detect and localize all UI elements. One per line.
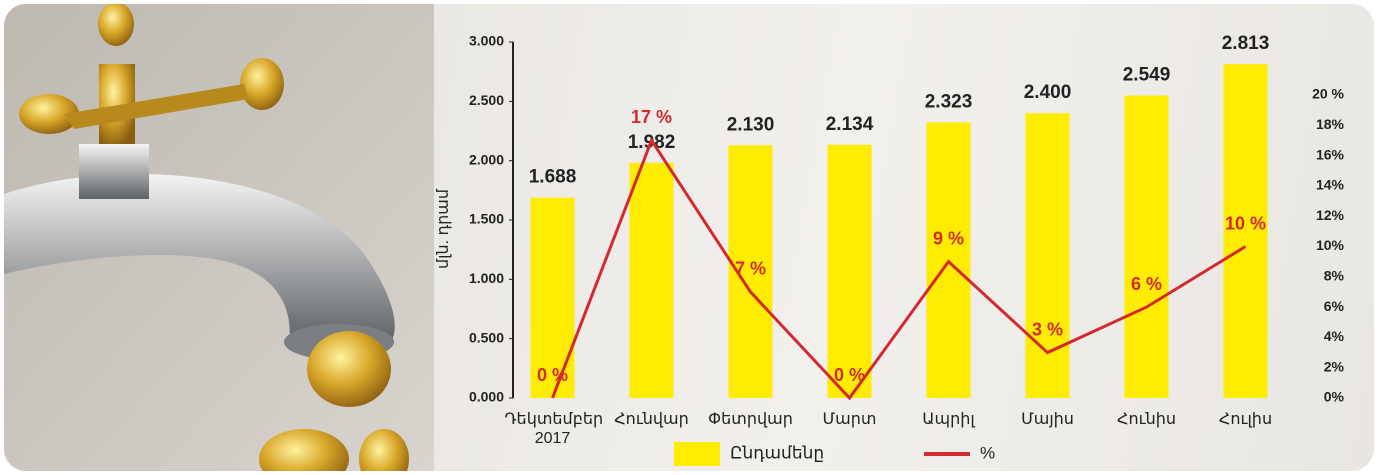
line-value-label: 7 % bbox=[735, 259, 766, 279]
faucet-neck bbox=[79, 144, 149, 199]
line bbox=[551, 137, 1247, 401]
y2-tick-label: 0% bbox=[1324, 389, 1345, 405]
x-tick-label: Հունվար bbox=[614, 411, 689, 428]
faucet bbox=[4, 174, 395, 344]
line-value-label: 9 % bbox=[933, 228, 964, 248]
y-tick-label: 3.000 bbox=[469, 33, 504, 49]
y2-tick-label: 6% bbox=[1324, 298, 1345, 314]
handle bbox=[19, 94, 79, 134]
line-value-label: 6 % bbox=[1131, 274, 1162, 294]
bar bbox=[1124, 95, 1169, 398]
x-tick-label: Հուլիս bbox=[1218, 411, 1273, 428]
bar-value-label: 2.134 bbox=[826, 114, 874, 135]
x-tick-label: Դեկտեմբեր 2017 bbox=[504, 411, 604, 447]
coin bbox=[259, 429, 349, 471]
handle-bar bbox=[64, 84, 249, 129]
line-value-label: 0 % bbox=[834, 365, 865, 385]
bar bbox=[629, 162, 674, 398]
y-axis-label: մլն. դրամ bbox=[435, 188, 452, 269]
bar-value-label: 2.400 bbox=[1024, 82, 1072, 103]
infographic: մլն. դրամ 0.000 0.500 1.000 1.500 2.000 2.500… bbox=[4, 4, 1374, 471]
coin bbox=[359, 429, 409, 471]
line-value-label: 0 % bbox=[537, 365, 568, 385]
bar-value-label: 1.688 bbox=[529, 167, 577, 188]
x-tick-label: Մայիս bbox=[1021, 411, 1074, 428]
x-tick-label: Մարտ bbox=[822, 411, 877, 428]
y2-tick-label: 10% bbox=[1316, 237, 1345, 253]
x-tick-label: Փետրվար bbox=[708, 411, 793, 428]
line-value-label: 17 % bbox=[631, 107, 672, 127]
y-tick-label: 0.500 bbox=[469, 329, 504, 345]
bar-value-label: 2.130 bbox=[727, 114, 775, 135]
legend-label: % bbox=[980, 443, 995, 462]
y2-tick-label: 8% bbox=[1324, 268, 1345, 284]
legend-label: Ընդամենը bbox=[730, 443, 824, 462]
bar bbox=[1025, 113, 1070, 398]
y2-tick-label: 14% bbox=[1316, 177, 1345, 193]
coin bbox=[307, 331, 391, 407]
bar bbox=[1223, 64, 1268, 398]
y-tick-label: 1.000 bbox=[469, 270, 504, 286]
y2-tick-label: 20 % bbox=[1312, 86, 1344, 102]
bar bbox=[827, 144, 872, 398]
line-value-label: 3 % bbox=[1032, 319, 1063, 339]
bar-value-label: 2.813 bbox=[1222, 33, 1270, 54]
chart: մլն. դրամ 0.000 0.500 1.000 1.500 2.000 2.500… bbox=[435, 33, 1345, 466]
y2-tick-label: 18% bbox=[1316, 116, 1345, 132]
x-tick-label: Ապրիլ bbox=[922, 411, 975, 428]
x-tick-label: Հունիս bbox=[1117, 411, 1176, 428]
y2-tick-label: 2% bbox=[1324, 358, 1345, 374]
y2-tick-label: 4% bbox=[1324, 328, 1345, 344]
y2-tick-label: 12% bbox=[1316, 207, 1345, 223]
y-tick-label: 1.500 bbox=[469, 211, 504, 227]
y-tick-label: 2.000 bbox=[469, 151, 504, 167]
handle bbox=[98, 4, 134, 46]
bar-value-label: 2.323 bbox=[925, 91, 973, 112]
bar-value-label: 2.549 bbox=[1123, 65, 1171, 86]
y2-tick-label: 16% bbox=[1316, 146, 1345, 162]
handle bbox=[240, 58, 284, 110]
y-tick-label: 2.500 bbox=[469, 92, 504, 108]
legend-swatch bbox=[674, 442, 720, 466]
line-value-label: 10 % bbox=[1225, 213, 1266, 233]
bar bbox=[530, 197, 575, 398]
y-tick-label: 0.000 bbox=[469, 389, 504, 405]
